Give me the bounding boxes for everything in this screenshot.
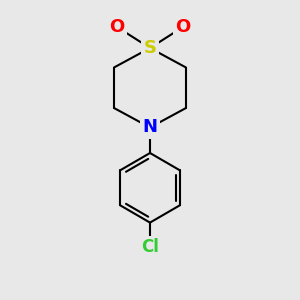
Text: S: S [143,39,157,57]
Text: O: O [110,18,124,36]
Text: O: O [176,18,190,36]
Text: N: N [142,118,158,136]
Text: Cl: Cl [141,238,159,256]
